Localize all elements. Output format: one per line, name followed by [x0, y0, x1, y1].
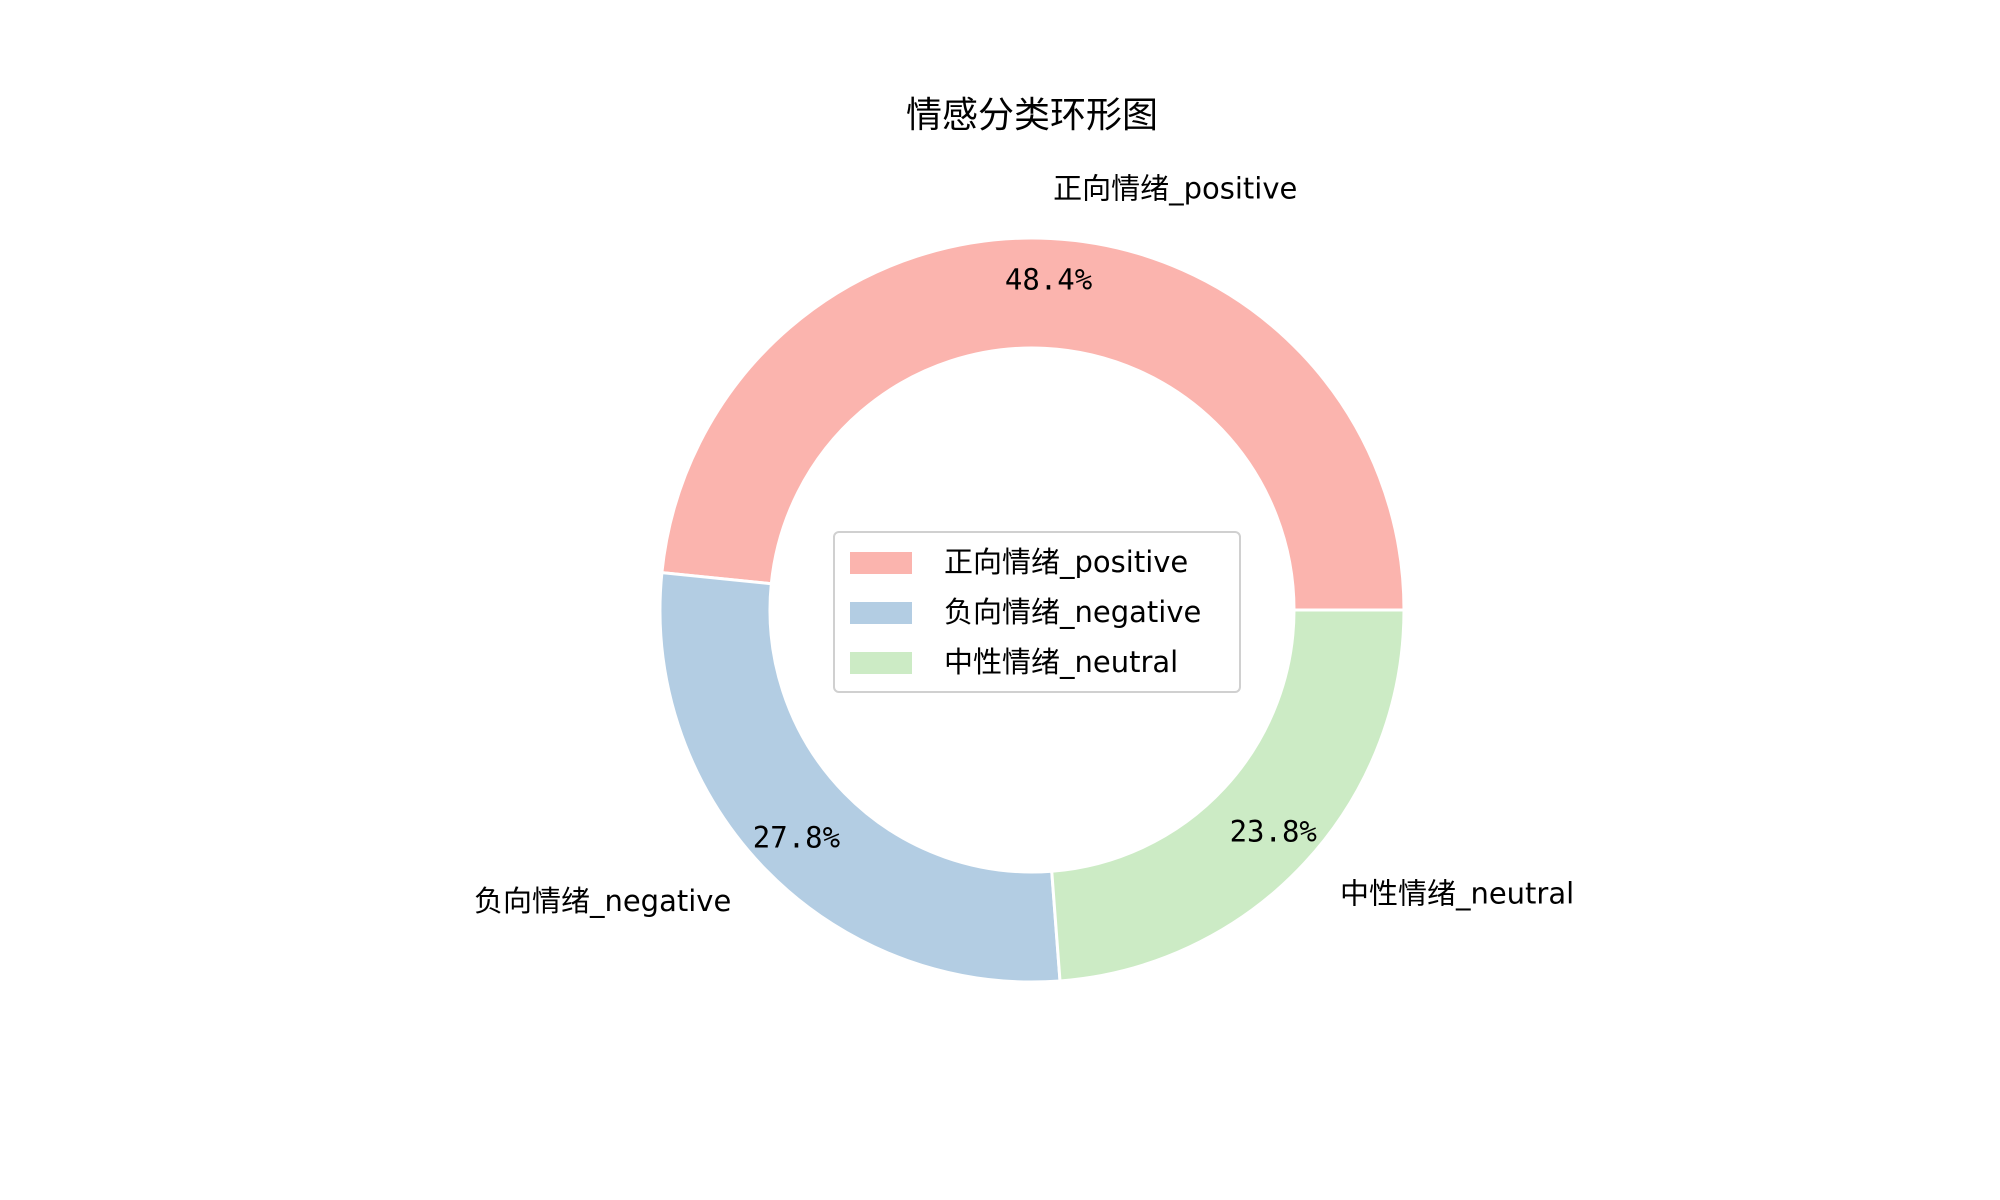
- donut-slices: [658, 236, 1406, 984]
- donut-slice-0: [660, 236, 1406, 612]
- legend-label-1: 负向情绪_negative: [944, 595, 1201, 629]
- legend-frame: [833, 531, 1241, 693]
- slice-labels: 48.4% 正向情绪_positive 27.8% 负向情绪_negative 23.8…: [474, 172, 1574, 919]
- chart-title: 情感分类环形图: [906, 95, 1158, 136]
- slice-label-2: 中性情绪_neutral: [1340, 877, 1574, 911]
- percent-label-2: 23.8%: [1230, 815, 1317, 849]
- slice-label-0: 正向情绪_positive: [1053, 172, 1297, 206]
- slice-label-1: 负向情绪_negative: [474, 884, 731, 918]
- legend-swatch-1: [850, 602, 912, 624]
- legend-label-0: 正向情绪_positive: [944, 545, 1188, 579]
- percent-label-1: 27.8%: [753, 821, 840, 855]
- legend-swatch-0: [850, 552, 912, 574]
- legend-swatch-2: [850, 652, 912, 674]
- donut-slice-2: [1050, 608, 1406, 983]
- donut-slice-1: [658, 571, 1062, 984]
- legend-label-2: 中性情绪_neutral: [944, 645, 1178, 679]
- legend: 正向情绪_positive 负向情绪_negative 中性情绪_neutral: [833, 531, 1241, 693]
- percent-label-0: 48.4%: [1005, 262, 1092, 296]
